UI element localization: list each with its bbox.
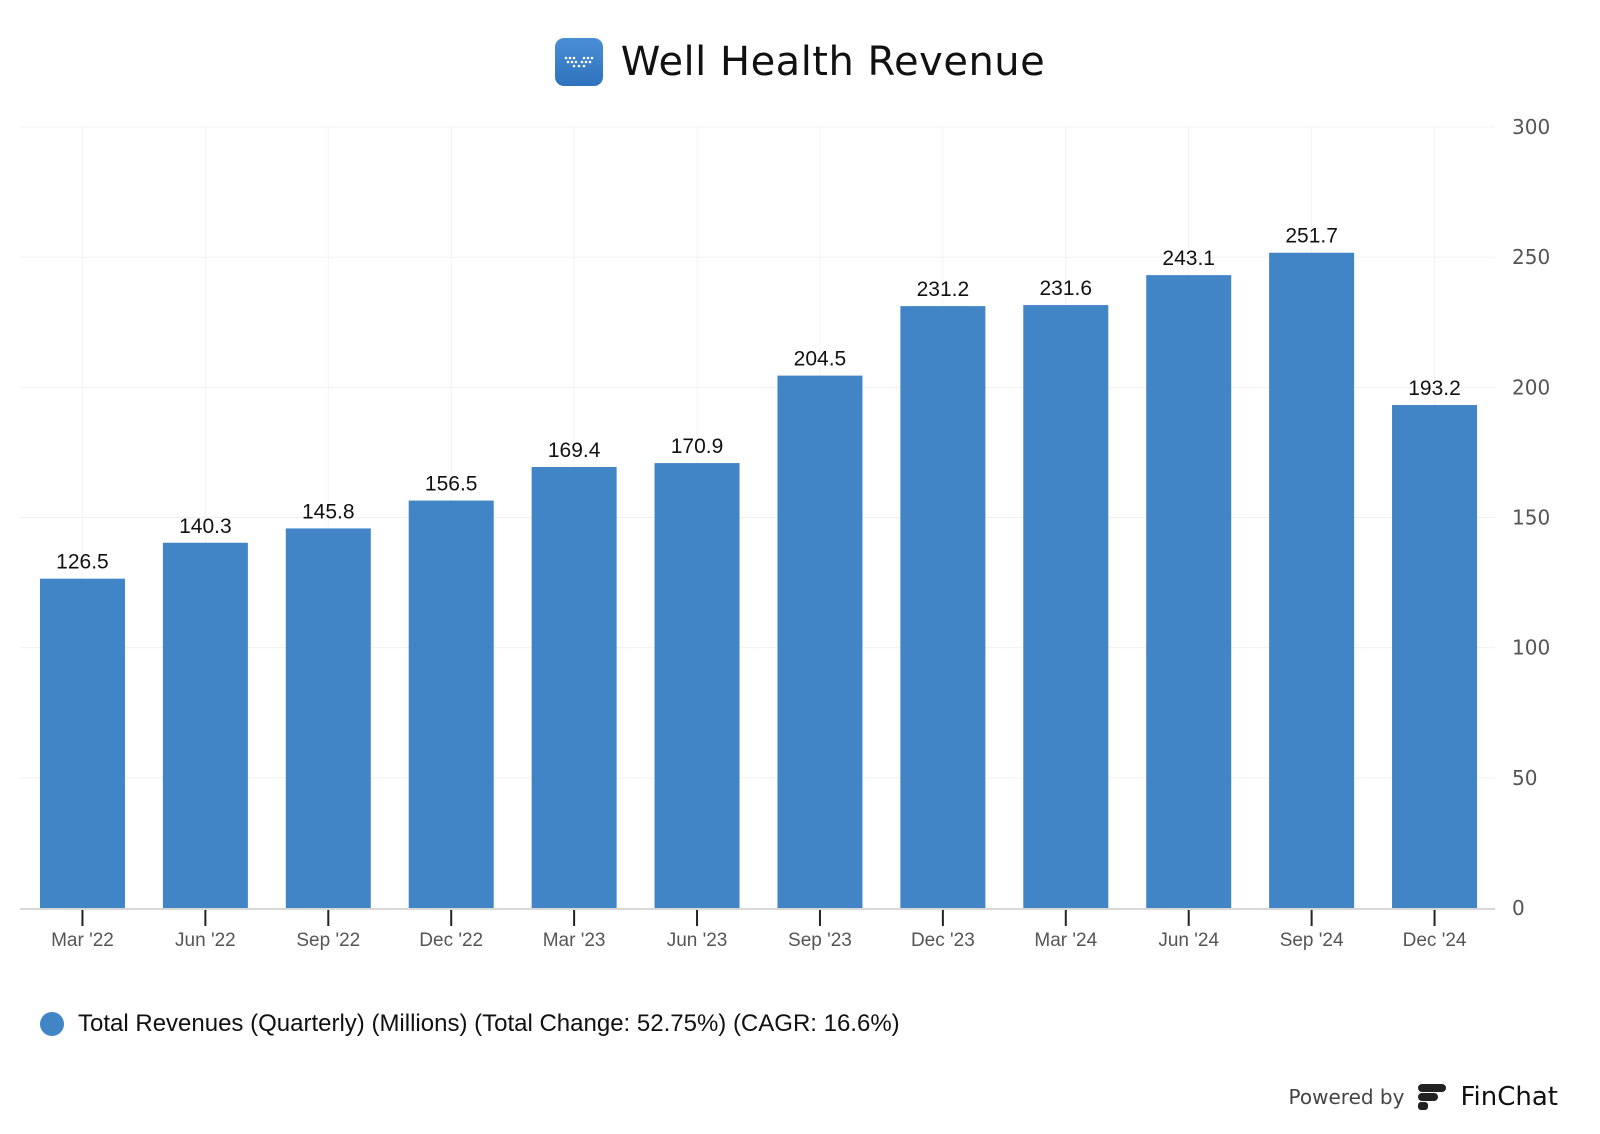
chart-title: Well Health Revenue (620, 39, 1046, 85)
x-tick-label: Mar '24 (1034, 930, 1097, 951)
bar (39, 578, 125, 908)
y-tick-label: 300 (1512, 115, 1550, 139)
x-tick-label: Jun '22 (175, 930, 236, 951)
bar-value-label: 231.6 (1040, 277, 1093, 300)
bar (654, 463, 740, 908)
bar-value-label: 204.5 (794, 348, 847, 371)
x-tick-label: Dec '23 (911, 930, 975, 951)
bar-chart: 0 50 100 150 200 250 300 126.5 Mar '22 140.3 Jun '… (20, 115, 1550, 951)
y-tick-label: 150 (1512, 506, 1550, 530)
x-tick-label: Sep '24 (1280, 930, 1344, 951)
bar (1269, 252, 1355, 909)
x-tick-label: Jun '24 (1158, 930, 1219, 951)
bar-value-label: 251.7 (1285, 225, 1338, 248)
bar-value-label: 243.1 (1162, 247, 1215, 270)
bar-value-label: 170.9 (671, 435, 724, 458)
legend-label: Total Revenues (Quarterly) (Millions) (T… (78, 1010, 900, 1037)
x-tick-label: Jun '23 (667, 930, 728, 951)
bar-value-label: 193.2 (1408, 377, 1461, 400)
legend-marker-icon (40, 1012, 64, 1036)
bar-value-label: 156.5 (425, 473, 478, 496)
x-tick-label: Dec '24 (1403, 930, 1467, 951)
x-tick-label: Dec '22 (419, 930, 483, 951)
x-tick-label: Mar '22 (51, 930, 114, 951)
y-tick-label: 200 (1512, 375, 1550, 399)
bar (1146, 275, 1232, 909)
powered-by-text: Powered by (1288, 1085, 1405, 1109)
bar (531, 466, 617, 908)
finchat-brand: FinChat (1460, 1082, 1558, 1112)
bar-value-label: 126.5 (56, 551, 109, 574)
bar (285, 528, 371, 908)
bar-value-label: 169.4 (548, 439, 601, 462)
bar (900, 306, 986, 908)
x-tick-label: Sep '23 (788, 930, 852, 951)
x-tick-label: Mar '23 (543, 930, 606, 951)
x-tick-label: Sep '22 (296, 930, 360, 951)
legend[interactable]: Total Revenues (Quarterly) (Millions) (T… (40, 1010, 900, 1038)
y-tick-label: 250 (1512, 245, 1550, 269)
bar-value-label: 145.8 (302, 500, 355, 523)
bar-value-label: 231.2 (917, 278, 970, 301)
bar (777, 375, 863, 908)
bar (1023, 305, 1109, 908)
chart-header: Well Health Revenue (0, 38, 1600, 86)
bar-value-label: 140.3 (179, 515, 232, 538)
powered-by: Powered by FinChat (1289, 1082, 1558, 1112)
bar (162, 542, 248, 908)
y-tick-label: 100 (1512, 636, 1550, 660)
y-tick-label: 50 (1512, 766, 1537, 790)
bar (1392, 405, 1478, 908)
finchat-logo-icon (1418, 1084, 1447, 1110)
bar (408, 500, 494, 908)
y-tick-label: 0 (1512, 896, 1525, 920)
well-health-logo-icon (554, 38, 603, 86)
